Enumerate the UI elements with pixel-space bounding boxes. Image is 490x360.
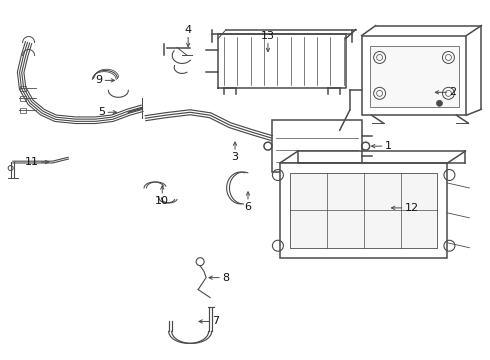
Bar — [362, 36, 466, 115]
Bar — [20, 96, 25, 101]
Bar — [272, 120, 362, 172]
Text: 11: 11 — [24, 157, 39, 167]
Circle shape — [437, 100, 442, 106]
Text: 4: 4 — [185, 24, 192, 35]
Text: 3: 3 — [232, 152, 239, 162]
Bar — [290, 173, 438, 248]
Text: 10: 10 — [155, 196, 169, 206]
Text: 12: 12 — [405, 203, 418, 213]
Text: 2: 2 — [449, 87, 457, 97]
Bar — [369, 45, 460, 107]
Text: 1: 1 — [385, 141, 392, 151]
Bar — [280, 163, 447, 258]
Text: 7: 7 — [212, 316, 219, 327]
Text: 6: 6 — [245, 202, 251, 212]
Text: 13: 13 — [261, 31, 275, 41]
Text: 9: 9 — [95, 75, 102, 85]
Bar — [20, 108, 25, 113]
Text: 8: 8 — [222, 273, 229, 283]
Bar — [20, 86, 25, 91]
Text: 5: 5 — [98, 107, 105, 117]
